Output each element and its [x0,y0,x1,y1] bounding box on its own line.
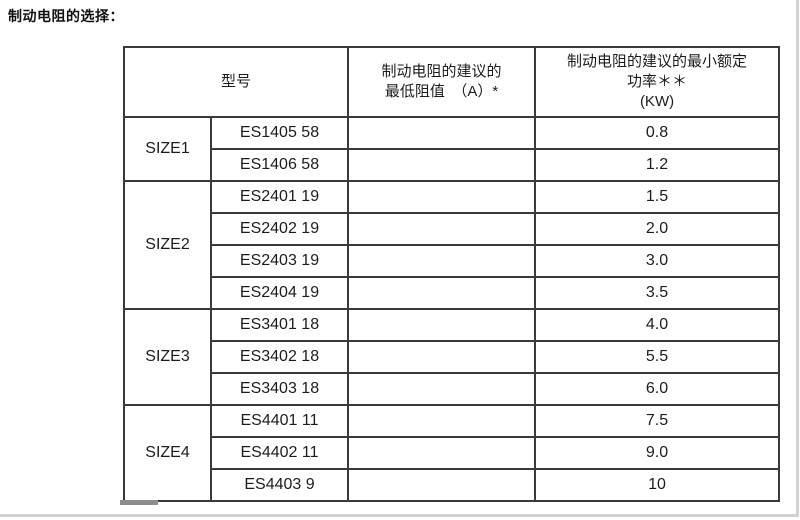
model-cell: ES3403 18 [209,372,350,406]
size-group-label-size2: SIZE2 [123,180,212,310]
power-cell: 7.5 [534,404,781,438]
resistance-cell [347,436,537,470]
table-row: SIZE3 ES3401 18 4.0 [123,308,781,406]
resistance-cell [347,276,537,310]
model-cell: ES4403 9 [209,468,350,502]
table-header-power-line3: (KW) [639,93,675,110]
model-cell: ES4401 11 [209,404,350,438]
table-header-resistance-line1: 制动电阻的建议的 [381,63,502,80]
table-row: SIZE2 ES2401 19 1.5 [123,180,781,310]
model-cell: ES1405 58 [209,116,350,150]
table-row: ES2402 19 2.0 [124,212,781,246]
power-cell: 4.0 [534,308,781,342]
resistance-cell [347,212,537,246]
table-row: ES3402 18 5.5 [124,340,781,374]
resistance-cell [347,404,537,438]
table-row: ES2403 19 3.0 [124,244,781,278]
table-row: SIZE4 ES4401 11 7.5 [123,404,781,502]
power-cell: 9.0 [534,436,781,470]
power-cell: 0.8 [534,116,781,150]
page-edge-bottom [0,514,799,517]
brake-resistor-table: 型号 制动电阻的建议的 最低阻值 （A）* 制动电阻的建议的最小额定 功率＊＊ … [122,46,781,502]
table-header-resistance-line2: 最低阻值 （A）* [384,83,499,100]
table-row: ES3403 18 6.0 [124,372,781,406]
model-cell: ES2401 19 [209,180,350,214]
model-cell: ES4402 11 [209,436,350,470]
resistance-cell [347,340,537,374]
size-group-label-size3: SIZE3 [123,308,212,406]
model-cell: ES3402 18 [209,340,350,374]
resistance-cell [347,148,537,182]
resistance-cell [347,116,537,150]
size-group-label-size1: SIZE1 [123,116,212,182]
table-row: ES2404 19 3.5 [124,276,781,310]
model-cell: ES3401 18 [209,308,350,342]
resistance-cell [347,372,537,406]
size-group-label-size4: SIZE4 [123,404,212,502]
table-header-row: 型号 制动电阻的建议的 最低阻值 （A）* 制动电阻的建议的最小额定 功率＊＊ … [122,46,781,118]
page-title: 制动电阻的选择： [8,10,124,25]
table-header-power: 制动电阻的建议的最小额定 功率＊＊ (KW) [534,46,781,118]
power-cell: 1.5 [534,180,781,214]
table-row: ES4403 9 10 [124,468,781,502]
power-cell: 1.2 [534,148,781,182]
model-cell: ES2403 19 [209,244,350,278]
resistance-cell [347,180,537,214]
power-cell: 3.5 [534,276,781,310]
table-row: SIZE1 ES1405 58 0.8 [123,116,781,182]
resistance-cell [347,468,537,502]
table-header-resistance: 制动电阻的建议的 最低阻值 （A）* [347,46,537,118]
power-cell: 6.0 [534,372,781,406]
table-header-power-line2: 功率＊＊ [627,73,688,90]
power-cell: 2.0 [534,212,781,246]
table-corner-artifact [120,500,158,505]
resistance-cell [347,308,537,342]
table-header-model: 型号 [122,46,350,118]
power-cell: 5.5 [534,340,781,374]
power-cell: 3.0 [534,244,781,278]
page-edge-right [796,0,799,517]
model-cell: ES2402 19 [209,212,350,246]
table-header-power-line1: 制动电阻的建议的最小额定 [567,53,748,70]
table-row: ES1406 58 1.2 [124,148,781,182]
model-cell: ES1406 58 [209,148,350,182]
model-cell: ES2404 19 [209,276,350,310]
table-row: ES4402 11 9.0 [124,436,781,470]
resistance-cell [347,244,537,278]
power-cell: 10 [534,468,781,502]
